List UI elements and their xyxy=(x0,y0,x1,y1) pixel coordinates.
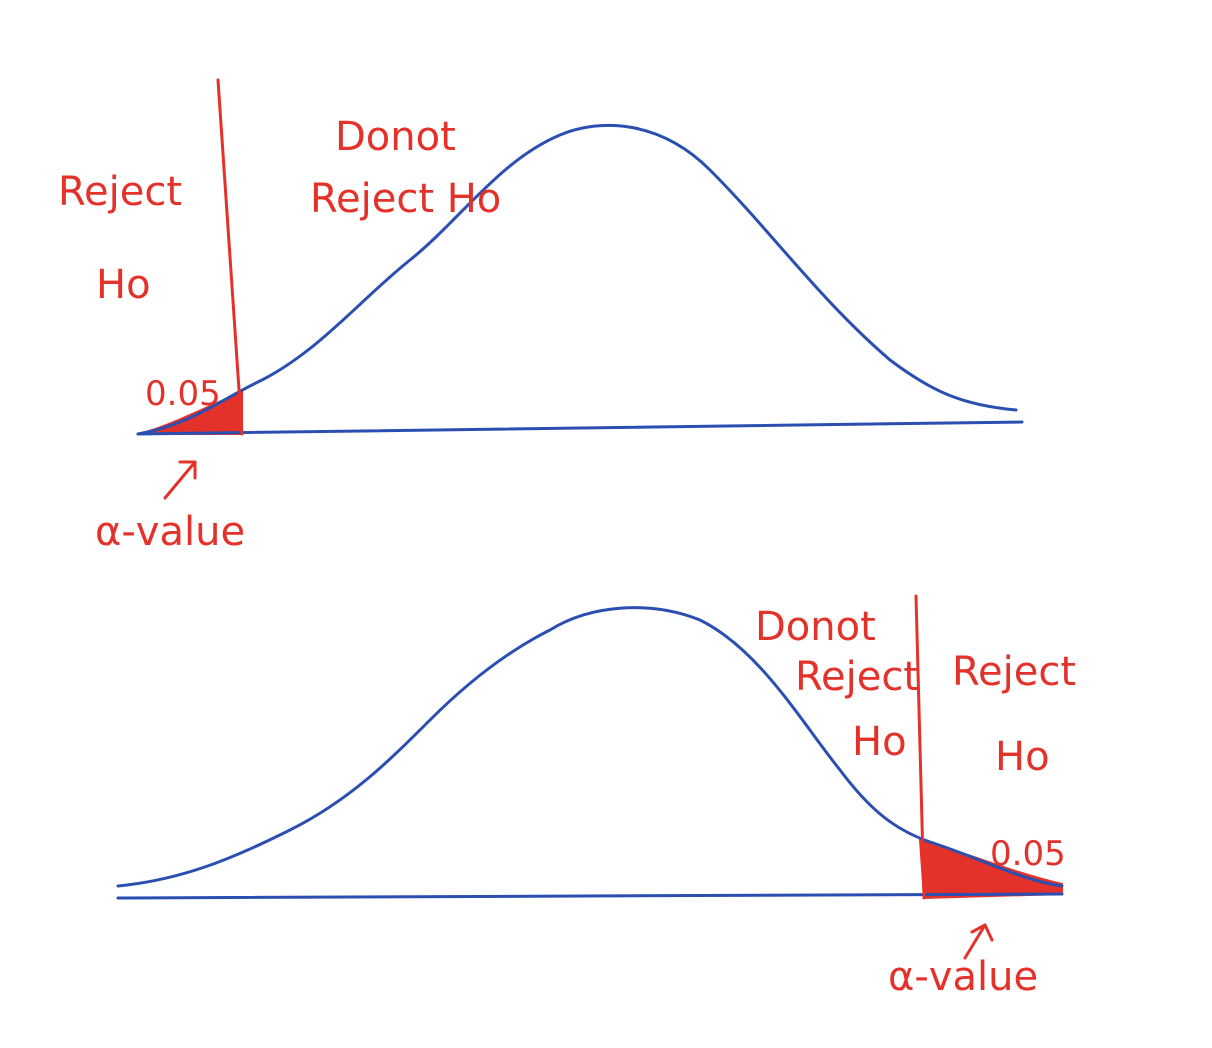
top-alpha-caption: α-value xyxy=(95,509,245,555)
top-accept-label-line2: Reject Ho xyxy=(310,176,501,222)
bottom-alpha-caption: α-value xyxy=(888,954,1038,1000)
top-panel: Reject Ho Donot Reject Ho 0.05 α-value xyxy=(58,78,1024,555)
bottom-accept-label-line2: Reject xyxy=(795,654,919,700)
top-critical-line xyxy=(216,78,244,436)
bottom-reject-label-line2: Ho xyxy=(995,734,1050,780)
top-accept-label-line1: Donot xyxy=(335,114,456,160)
bottom-bell-curve xyxy=(116,606,1064,888)
top-axis xyxy=(136,420,1024,436)
bottom-axis xyxy=(116,892,1064,900)
bottom-panel: Donot Reject Ho Reject Ho 0.05 α-value xyxy=(116,594,1076,1000)
top-alpha-area-label: 0.05 xyxy=(145,374,221,414)
top-reject-label-line2: Ho xyxy=(96,262,151,308)
top-reject-label-line1: Reject xyxy=(58,169,182,215)
bottom-accept-label-line1: Donot xyxy=(755,604,876,650)
top-alpha-arrow xyxy=(163,460,197,500)
bottom-alpha-arrow xyxy=(963,923,994,960)
bottom-reject-label-line1: Reject xyxy=(952,649,1076,695)
bottom-critical-line xyxy=(914,594,926,900)
bottom-alpha-area-label: 0.05 xyxy=(990,834,1066,874)
bottom-accept-label-line3: Ho xyxy=(852,719,907,765)
top-bell-curve xyxy=(136,123,1018,436)
